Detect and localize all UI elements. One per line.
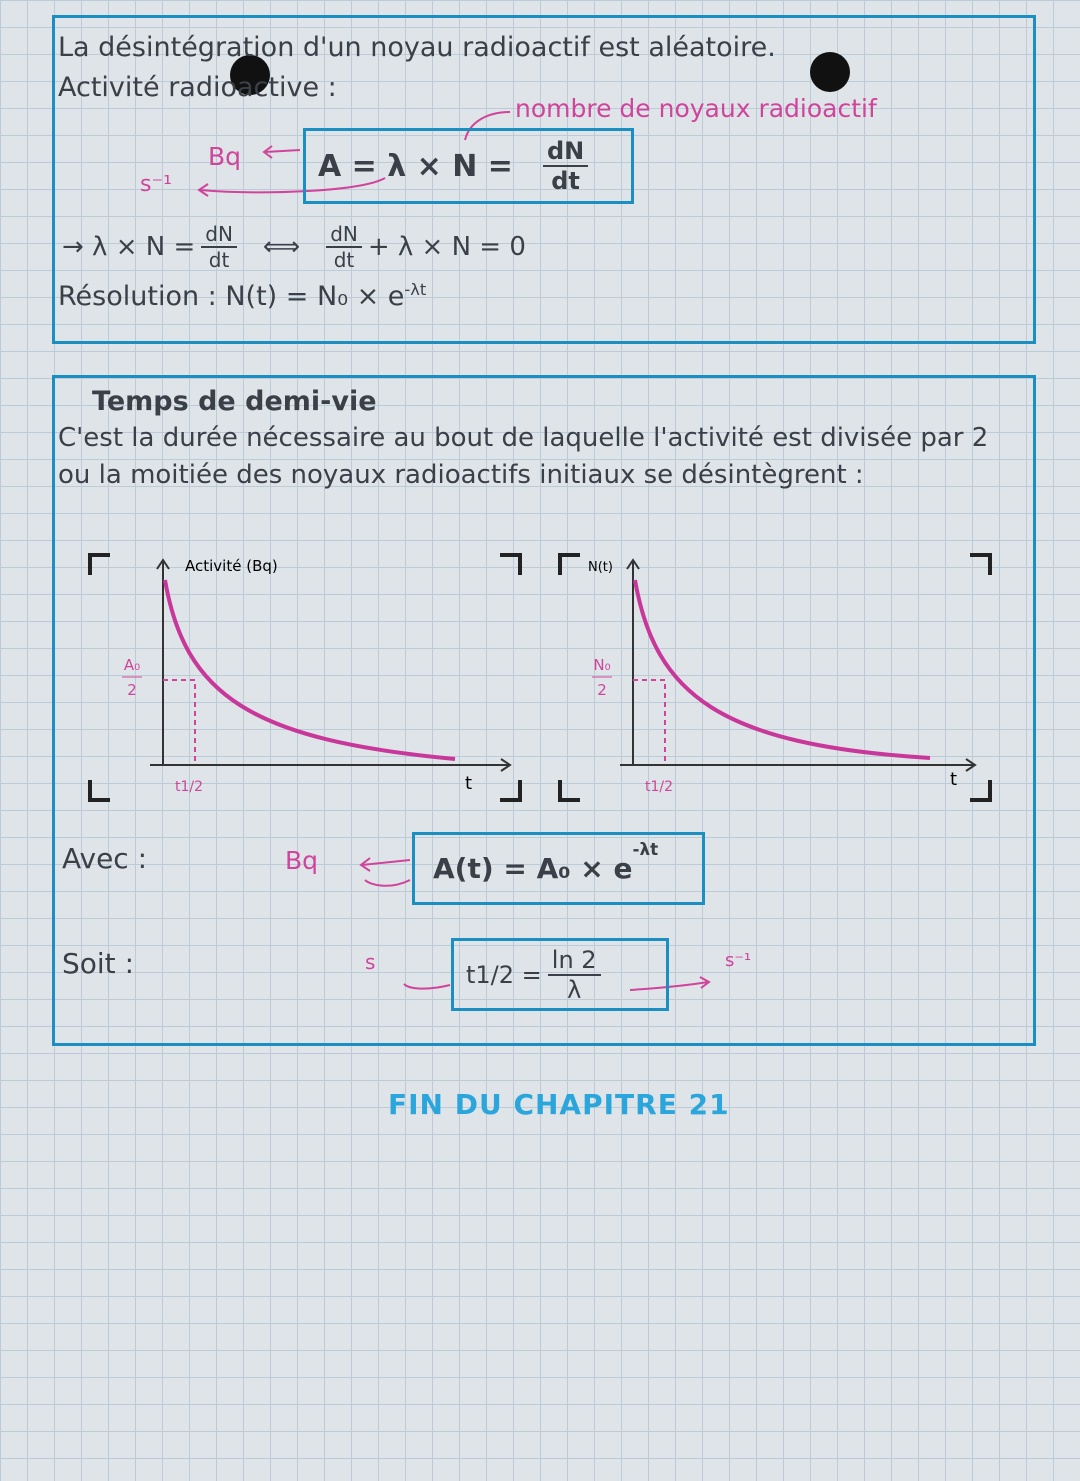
intro-line: La désintégration d'un noyau radioactif … [58, 32, 776, 63]
unit: s [365, 950, 376, 974]
half-value: 2 [127, 681, 137, 699]
graph-activity: Activité (Bq) A₀ 2 t t1/2 [88, 553, 522, 802]
exponent: -λt [632, 839, 659, 859]
chapter-end: FIN DU CHAPITRE 21 [388, 1088, 730, 1121]
label: Soit : [62, 947, 134, 980]
equation: dN [326, 222, 362, 248]
tick-label: t1/2 [645, 779, 673, 795]
graph-nuclei: N(t) N₀ 2 t t1/2 [558, 553, 992, 802]
axis-label: t [465, 773, 472, 794]
intro-line: Activité radioactive : [58, 72, 337, 103]
half-value: N₀ [593, 656, 610, 674]
axis-label: N(t) [588, 560, 613, 575]
derivation: → λ × N = dN dt ⟺ dN dt + λ × N = 0 [62, 222, 526, 272]
equation: → λ × N = [62, 232, 196, 262]
formula: dN [542, 137, 589, 167]
exponent: -λt [404, 280, 427, 299]
formula-box: A = λ × N = dN dt [303, 128, 634, 204]
unit: Bq [285, 846, 319, 875]
formula-box: A(t) = A₀ × e -λt [412, 832, 705, 905]
box-half-life [52, 375, 1036, 1046]
unit: Bq [208, 142, 242, 171]
formula: A = λ × N = [318, 148, 513, 184]
box-activity [52, 15, 1036, 344]
axis-label: t [950, 769, 957, 790]
half-value: 2 [597, 681, 607, 699]
equation: dN [201, 222, 237, 248]
equation: N(t) = N₀ × e [225, 281, 405, 312]
label: Résolution : [58, 281, 217, 312]
annotation: nombre de noyaux radioactif [515, 94, 877, 123]
formula: A(t) = A₀ × e [433, 852, 633, 885]
unit: s⁻¹ [140, 172, 172, 197]
equation: ⟺ [262, 232, 301, 262]
equation: dt [333, 248, 355, 272]
equation: dt [208, 248, 230, 272]
formula: dt [551, 167, 580, 195]
definition: C'est la durée nécessaire au bout de laq… [58, 423, 989, 490]
axis-label: Activité (Bq) [185, 557, 278, 575]
unit: s⁻¹ [725, 950, 752, 971]
section-title: Temps de demi-vie [92, 386, 377, 417]
formula: t1/2 = [466, 960, 542, 989]
punch-hole [230, 55, 270, 95]
formula: λ [567, 975, 582, 1004]
tick-label: t1/2 [175, 779, 203, 795]
resolution: Résolution : N(t) = N₀ × e-λt [58, 280, 426, 312]
equation: + λ × N = 0 [367, 232, 526, 262]
formula: ln 2 [547, 946, 601, 976]
punch-hole [810, 52, 850, 92]
half-value: A₀ [124, 656, 140, 674]
label: Avec : [62, 842, 148, 875]
